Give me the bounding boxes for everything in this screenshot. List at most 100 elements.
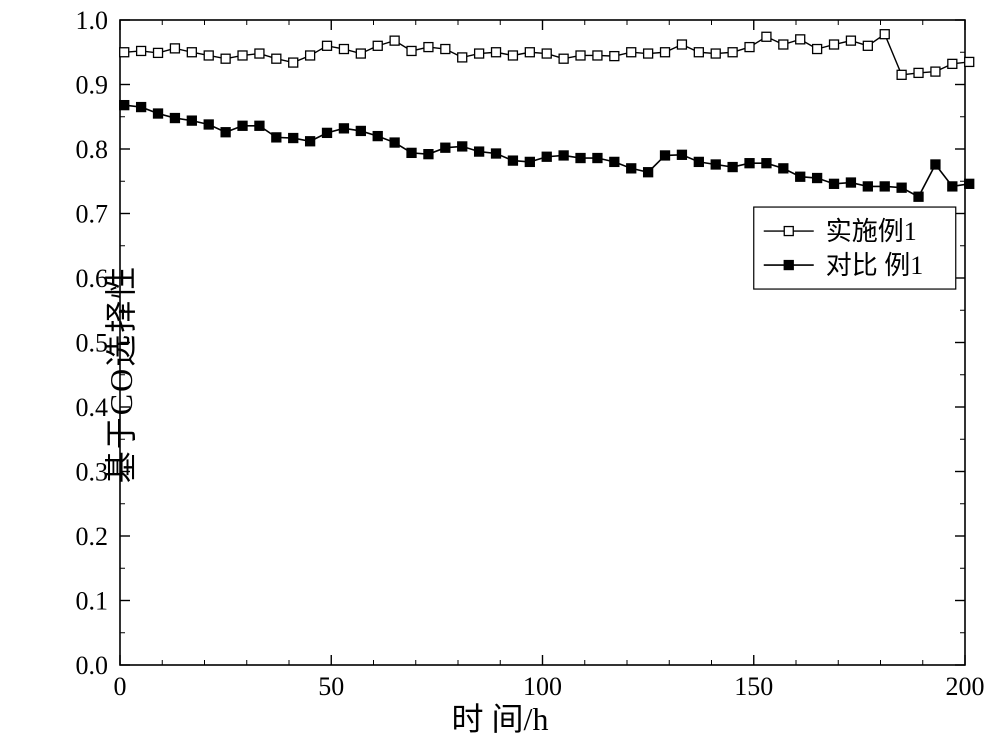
series-marker-contrast1 — [373, 132, 382, 141]
series-marker-contrast1 — [880, 182, 889, 191]
series-marker-contrast1 — [914, 192, 923, 201]
series-marker-example1 — [576, 51, 585, 60]
y-tick-label: 0.7 — [76, 200, 109, 229]
series-marker-contrast1 — [492, 149, 501, 158]
series-marker-contrast1 — [306, 137, 315, 146]
series-marker-contrast1 — [559, 151, 568, 160]
series-marker-example1 — [356, 49, 365, 58]
y-tick-label: 0.1 — [76, 587, 109, 616]
series-marker-example1 — [255, 49, 264, 58]
series-marker-example1 — [154, 48, 163, 57]
series-marker-example1 — [711, 49, 720, 58]
chart-container: 基于CO选择性 时 间/h 0501001502000.00.10.20.30.… — [0, 0, 1000, 748]
x-tick-label: 0 — [114, 672, 127, 701]
series-marker-contrast1 — [356, 126, 365, 135]
series-marker-contrast1 — [813, 174, 822, 183]
series-marker-contrast1 — [407, 148, 416, 157]
series-marker-contrast1 — [525, 157, 534, 166]
series-marker-contrast1 — [187, 116, 196, 125]
series-marker-example1 — [424, 43, 433, 52]
series-marker-contrast1 — [204, 120, 213, 129]
series-marker-contrast1 — [390, 138, 399, 147]
series-marker-example1 — [525, 48, 534, 57]
series-marker-example1 — [390, 36, 399, 45]
series-marker-example1 — [373, 41, 382, 50]
series-marker-contrast1 — [694, 157, 703, 166]
legend-label: 对比 例1 — [826, 251, 924, 280]
series-marker-contrast1 — [542, 152, 551, 161]
series-marker-contrast1 — [863, 182, 872, 191]
plot-frame — [120, 20, 965, 665]
series-marker-contrast1 — [593, 154, 602, 163]
series-marker-contrast1 — [221, 128, 230, 137]
y-tick-label: 0.2 — [76, 522, 109, 551]
x-axis-label: 时 间/h — [452, 694, 549, 740]
series-marker-contrast1 — [610, 157, 619, 166]
series-marker-contrast1 — [475, 147, 484, 156]
series-marker-contrast1 — [677, 150, 686, 159]
series-marker-contrast1 — [745, 159, 754, 168]
series-marker-example1 — [779, 40, 788, 49]
series-marker-example1 — [846, 36, 855, 45]
series-marker-example1 — [677, 40, 686, 49]
legend-marker — [784, 261, 793, 270]
y-tick-label: 0.0 — [76, 651, 109, 680]
series-marker-contrast1 — [779, 164, 788, 173]
series-marker-example1 — [306, 51, 315, 60]
series-marker-contrast1 — [796, 172, 805, 181]
series-marker-contrast1 — [661, 151, 670, 160]
series-marker-example1 — [458, 53, 467, 62]
series-marker-example1 — [323, 41, 332, 50]
series-marker-contrast1 — [120, 101, 129, 110]
series-marker-example1 — [238, 51, 247, 60]
series-marker-example1 — [441, 45, 450, 54]
series-marker-contrast1 — [576, 154, 585, 163]
series-marker-example1 — [644, 49, 653, 58]
series-marker-contrast1 — [711, 160, 720, 169]
series-marker-example1 — [272, 54, 281, 63]
x-tick-label: 200 — [946, 672, 985, 701]
y-axis-label: 基于CO选择性 — [96, 265, 142, 483]
series-line-contrast1 — [124, 105, 969, 197]
series-marker-contrast1 — [238, 121, 247, 130]
y-tick-label: 1.0 — [76, 6, 109, 35]
series-marker-contrast1 — [289, 134, 298, 143]
series-marker-contrast1 — [965, 179, 974, 188]
series-marker-contrast1 — [948, 182, 957, 191]
series-marker-contrast1 — [272, 133, 281, 142]
series-marker-example1 — [204, 51, 213, 60]
series-marker-example1 — [475, 49, 484, 58]
series-marker-contrast1 — [508, 156, 517, 165]
series-marker-contrast1 — [830, 179, 839, 188]
series-marker-example1 — [661, 48, 670, 57]
series-marker-contrast1 — [255, 121, 264, 130]
series-marker-example1 — [796, 35, 805, 44]
y-tick-label: 0.9 — [76, 71, 109, 100]
series-marker-contrast1 — [728, 163, 737, 172]
series-marker-example1 — [170, 44, 179, 53]
series-marker-contrast1 — [170, 114, 179, 123]
series-marker-example1 — [948, 59, 957, 68]
series-marker-example1 — [863, 41, 872, 50]
series-marker-example1 — [542, 49, 551, 58]
series-marker-contrast1 — [644, 168, 653, 177]
series-marker-example1 — [339, 45, 348, 54]
series-marker-contrast1 — [846, 178, 855, 187]
x-tick-label: 150 — [734, 672, 773, 701]
series-marker-example1 — [728, 48, 737, 57]
series-marker-example1 — [627, 48, 636, 57]
series-marker-example1 — [610, 52, 619, 61]
series-marker-example1 — [931, 67, 940, 76]
series-marker-example1 — [137, 46, 146, 55]
series-marker-contrast1 — [137, 103, 146, 112]
series-marker-example1 — [407, 46, 416, 55]
chart-svg: 0501001502000.00.10.20.30.40.50.60.70.80… — [0, 0, 1000, 748]
series-marker-contrast1 — [339, 124, 348, 133]
series-marker-example1 — [745, 43, 754, 52]
series-marker-example1 — [187, 48, 196, 57]
legend-marker — [784, 227, 793, 236]
series-marker-example1 — [914, 68, 923, 77]
series-marker-contrast1 — [441, 143, 450, 152]
series-marker-example1 — [830, 40, 839, 49]
series-marker-example1 — [289, 58, 298, 67]
